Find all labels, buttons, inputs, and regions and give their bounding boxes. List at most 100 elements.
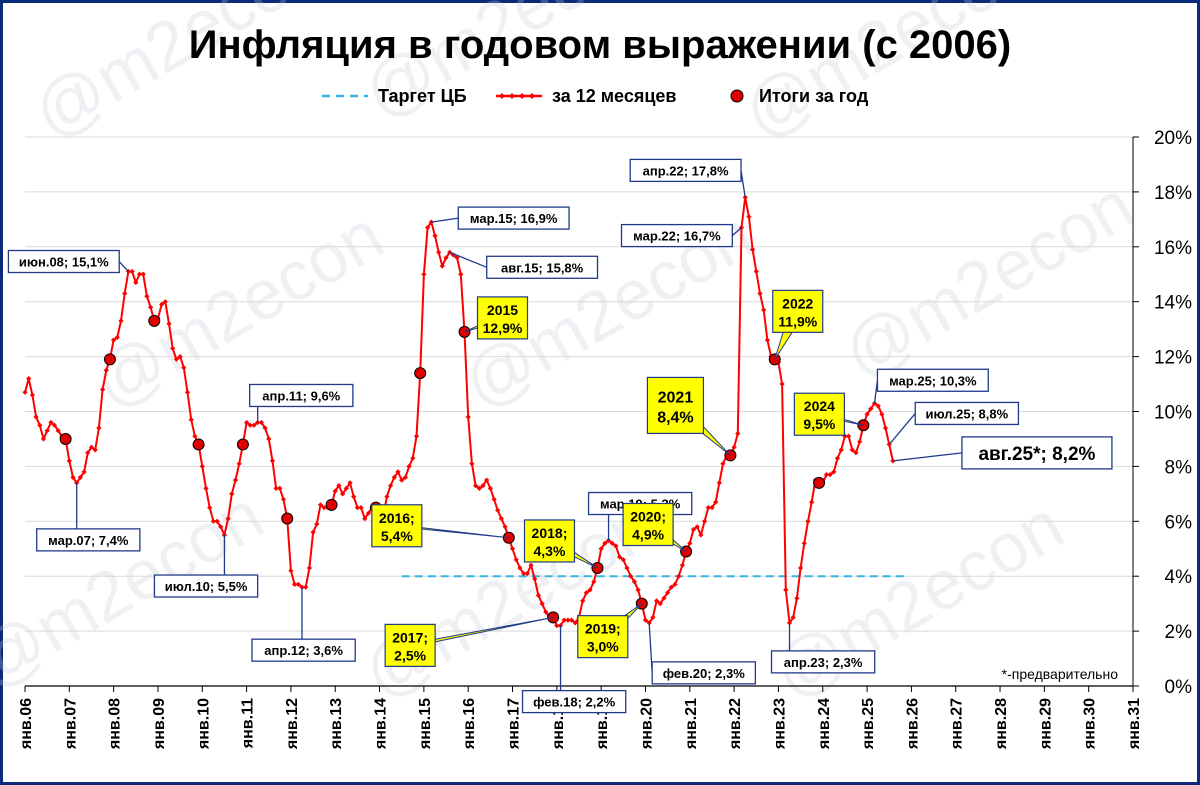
- annual-result-point: [281, 512, 294, 525]
- inflation-12m-point: [351, 494, 357, 500]
- y-tick-label: 4%: [1165, 567, 1193, 588]
- x-tick-label: янв.10: [195, 698, 212, 750]
- inflation-12m-point: [868, 406, 874, 412]
- inflation-12m-point: [232, 477, 239, 483]
- inflation-12m-point: [70, 474, 76, 480]
- callout-leader: [892, 452, 963, 462]
- callout-label: авг.25*; 8,2%: [978, 444, 1095, 465]
- callout-box: [249, 383, 354, 408]
- inflation-12m-point: [177, 354, 183, 360]
- annual-result-point: [192, 438, 205, 451]
- year-label-box: [384, 623, 436, 667]
- year-labels-layer: 2015 12,9% 2016; 5,4% 2017; 2,5% 2018; 4,3% 2019…: [371, 289, 864, 667]
- inflation-12m-point: [310, 529, 316, 535]
- callout-box: [153, 574, 259, 598]
- callout-box: [36, 528, 141, 552]
- inflation-12m-point: [502, 524, 508, 530]
- inflation-12m-point: [103, 367, 109, 373]
- x-tick-label: янв.28: [993, 698, 1010, 750]
- year-label-value: 12,9%: [483, 320, 523, 336]
- inflation-12m-point: [314, 521, 320, 527]
- inflation-12m-point: [159, 301, 165, 307]
- y-tick-label: 8%: [1165, 457, 1193, 478]
- inflation-12m-point: [22, 389, 28, 395]
- x-tick-label: янв.30: [1082, 698, 1099, 750]
- inflation-12m-point: [140, 271, 146, 277]
- year-label-year: 2020;: [630, 508, 666, 524]
- series-layer: [22, 194, 908, 629]
- inflation-12m-point: [439, 263, 445, 269]
- inflation-12m-point: [465, 414, 471, 420]
- inflation-12m-point: [476, 485, 482, 491]
- inflation-12m-point: [583, 590, 589, 596]
- callout-label: июл.10; 5,5%: [165, 579, 248, 594]
- inflation-12m-point: [207, 505, 213, 511]
- inflation-12m-point: [694, 524, 700, 530]
- callout-box: [486, 255, 599, 279]
- inflation-12m-point: [122, 290, 128, 297]
- inflation-12m-point: [81, 469, 87, 475]
- annual-result-point: [414, 367, 427, 380]
- callout-label: апр.11; 9,6%: [262, 388, 340, 403]
- inflation-12m-point: [543, 609, 549, 615]
- inflation-12m-point: [413, 433, 420, 439]
- annual-result-point: [103, 353, 116, 366]
- inflation-12m-point: [761, 307, 767, 313]
- inflation-12m-point: [288, 568, 294, 574]
- inflation-12m-point: [51, 422, 58, 428]
- inflation-12m-point: [561, 617, 567, 623]
- callout-label: апр.23; 2,3%: [784, 655, 863, 670]
- inflation-12m-point: [402, 474, 408, 480]
- inflation-12m-point: [487, 485, 493, 491]
- inflation-12m-point: [598, 546, 604, 552]
- annual-result-point: [236, 438, 249, 451]
- x-tick-label: янв.25: [860, 698, 877, 750]
- inflation-12m-point: [262, 425, 268, 431]
- year-label-box: [577, 615, 629, 659]
- year-label-year: 2022: [782, 295, 813, 311]
- y-tick-label: 20%: [1154, 128, 1192, 149]
- inflation-12m-point: [650, 614, 656, 620]
- callout-box: [770, 650, 876, 674]
- inflation-12m-point: [114, 334, 120, 340]
- callout-leader: [740, 170, 746, 198]
- inflation-12m-point: [221, 532, 227, 538]
- inflation-12m-point: [790, 614, 796, 620]
- inflation-12m-point: [757, 290, 763, 297]
- callout-box: [961, 436, 1113, 470]
- year-label-box: [772, 289, 824, 333]
- inflation-12m-point: [823, 472, 830, 478]
- inflation-12m-point: [66, 458, 72, 464]
- inflation-12m-point: [55, 428, 61, 434]
- inflation-12m-point: [554, 623, 560, 629]
- inflation-12m-point: [620, 557, 626, 563]
- inflation-12m-point: [277, 485, 283, 491]
- inflation-12m-point: [517, 565, 523, 571]
- inflation-12m-point: [831, 469, 837, 475]
- legend-label-12m: за 12 месяцев: [552, 86, 677, 106]
- inflation-12m-point: [857, 439, 863, 445]
- inflation-12m-point: [210, 518, 216, 524]
- x-tick-label: янв.08: [107, 698, 124, 750]
- inflation-12m-point: [882, 425, 889, 431]
- inflation-12m-point: [399, 477, 405, 483]
- inflation-12m-point: [447, 249, 453, 255]
- y-tick-label: 16%: [1154, 238, 1192, 259]
- inflation-12m-point: [569, 617, 575, 623]
- callout-leader: [118, 261, 129, 272]
- inflation-12m-point: [635, 587, 641, 593]
- inflation-12m-point: [144, 293, 150, 299]
- inflation-12m-point: [255, 419, 261, 426]
- inflation-12m-point: [713, 499, 719, 505]
- callout-label: апр.22; 17,8%: [643, 163, 729, 178]
- inflation-12m-point: [170, 345, 176, 351]
- x-tick-label: янв.11: [240, 698, 257, 749]
- inflation-12m-point: [199, 463, 205, 469]
- inflation-12m-point: [794, 595, 800, 601]
- callout-box: [651, 661, 757, 685]
- callout-leader: [731, 227, 742, 237]
- inflation-12m-point: [306, 565, 312, 571]
- inflation-12m-point: [709, 505, 715, 511]
- legend-label-annual: Итоги за год: [759, 86, 869, 106]
- inflation-12m-point: [111, 337, 117, 343]
